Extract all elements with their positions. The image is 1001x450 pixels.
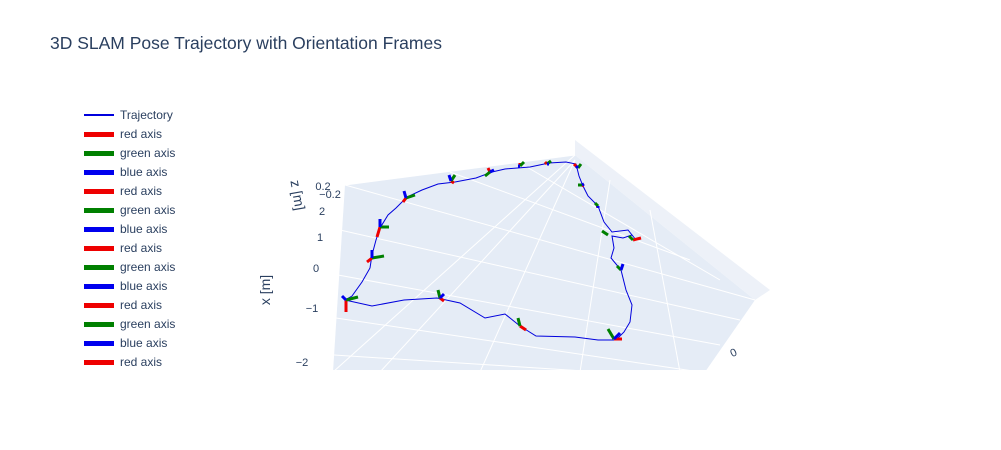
legend-label: Trajectory bbox=[120, 108, 173, 122]
legend-item[interactable]: green axis bbox=[84, 258, 264, 277]
legend-item[interactable]: red axis bbox=[84, 353, 264, 370]
legend-swatch bbox=[84, 265, 114, 270]
legend[interactable]: Trajectory red axis green axis blue axis red… bbox=[84, 106, 264, 370]
frame-blue-axis bbox=[574, 164, 580, 170]
legend-item[interactable]: blue axis bbox=[84, 163, 264, 182]
gridline bbox=[381, 159, 576, 370]
gridline bbox=[649, 209, 681, 370]
frame-green-axis bbox=[518, 160, 526, 168]
frame-green-axis bbox=[627, 234, 635, 242]
legend-swatch bbox=[84, 151, 114, 156]
frame-green-axis bbox=[405, 193, 416, 200]
z-tick-label: −0.2 bbox=[319, 189, 341, 201]
legend-label: red axis bbox=[120, 298, 163, 312]
x-axis-title: x [m] bbox=[257, 275, 273, 305]
frame-red-axis bbox=[632, 236, 642, 242]
gridline bbox=[335, 317, 690, 370]
legend-swatch bbox=[84, 208, 114, 213]
legend-swatch bbox=[84, 246, 114, 251]
gridline bbox=[480, 159, 576, 370]
x-tick-label: −1 bbox=[306, 303, 319, 315]
frame-blue-axis bbox=[447, 174, 453, 182]
gridline bbox=[344, 154, 576, 186]
frame-green-axis bbox=[601, 229, 609, 237]
gridline bbox=[449, 171, 691, 261]
legend-label: green axis bbox=[120, 260, 176, 274]
frame-blue-axis bbox=[489, 168, 495, 174]
gridline bbox=[334, 154, 576, 370]
frame-blue-axis bbox=[612, 331, 622, 341]
frame-red-axis bbox=[375, 226, 382, 238]
chart-title: 3D SLAM Pose Trajectory with Orientation… bbox=[50, 33, 442, 53]
frame-green-axis bbox=[345, 295, 359, 302]
frame-green-axis bbox=[484, 170, 491, 178]
legend-label: red axis bbox=[120, 355, 163, 369]
legend-item[interactable]: green axis bbox=[84, 315, 264, 334]
legend-swatch bbox=[84, 170, 114, 175]
legend-label: green axis bbox=[120, 317, 176, 331]
side-wall bbox=[575, 140, 770, 300]
legend-swatch bbox=[84, 284, 114, 289]
legend-item[interactable]: green axis bbox=[84, 144, 264, 163]
legend-label: blue axis bbox=[120, 336, 168, 350]
legend-swatch bbox=[84, 227, 114, 232]
frame-blue-axis bbox=[340, 294, 348, 302]
legend-swatch bbox=[84, 189, 114, 194]
gridline bbox=[333, 354, 577, 370]
legend-swatch bbox=[84, 303, 114, 308]
legend-label: green axis bbox=[120, 146, 176, 160]
gridline bbox=[339, 229, 741, 321]
frame-blue-axis bbox=[402, 190, 408, 199]
trajectory-line bbox=[344, 161, 637, 341]
frame-blue-axis bbox=[619, 263, 625, 271]
legend-item[interactable]: red axis bbox=[84, 239, 264, 258]
x-tick-label: −2 bbox=[296, 357, 309, 369]
legend-item[interactable]: green axis bbox=[84, 201, 264, 220]
frame-green-axis bbox=[516, 317, 522, 327]
gridline bbox=[337, 274, 721, 346]
x-tick-label: 1 bbox=[317, 232, 323, 244]
gridline bbox=[519, 162, 721, 281]
frame-red-axis bbox=[519, 324, 527, 332]
legend-swatch bbox=[84, 360, 114, 365]
legend-item[interactable]: blue axis bbox=[84, 334, 264, 353]
legend-swatch bbox=[84, 132, 114, 137]
z-axis-title: z [m] bbox=[287, 179, 308, 212]
legend-label: blue axis bbox=[120, 222, 168, 236]
y-tick-label: 0 bbox=[728, 347, 739, 360]
legend-item[interactable]: blue axis bbox=[84, 277, 264, 296]
frame-red-axis bbox=[401, 197, 408, 203]
frame-blue-axis bbox=[581, 182, 585, 187]
gridline bbox=[579, 179, 611, 370]
frame-red-axis bbox=[543, 160, 549, 166]
legend-item[interactable]: Trajectory bbox=[84, 106, 264, 125]
legend-label: blue axis bbox=[120, 279, 168, 293]
legend-label: red axis bbox=[120, 127, 163, 141]
legend-label: red axis bbox=[120, 241, 163, 255]
gridline bbox=[344, 184, 756, 301]
legend-item[interactable]: blue axis bbox=[84, 220, 264, 239]
legend-swatch bbox=[84, 341, 114, 346]
legend-label: red axis bbox=[120, 184, 163, 198]
legend-item[interactable]: red axis bbox=[84, 296, 264, 315]
frame-red-axis bbox=[366, 256, 373, 264]
frame-red-axis bbox=[486, 167, 492, 173]
legend-swatch bbox=[84, 322, 114, 327]
legend-item[interactable]: red axis bbox=[84, 182, 264, 201]
x-tick-label: 0 bbox=[313, 263, 319, 275]
legend-label: green axis bbox=[120, 203, 176, 217]
frame-green-axis bbox=[371, 254, 385, 260]
legend-label: blue axis bbox=[120, 165, 168, 179]
frame-blue-axis bbox=[438, 292, 446, 300]
x-tick-label: 2 bbox=[319, 206, 325, 218]
frame-green-axis bbox=[606, 328, 616, 340]
legend-item[interactable]: red axis bbox=[84, 125, 264, 144]
floor-plane bbox=[333, 155, 755, 370]
legend-swatch bbox=[84, 114, 114, 116]
frame-green-axis bbox=[593, 201, 600, 208]
z-tick-label: 0.2 bbox=[315, 181, 330, 193]
